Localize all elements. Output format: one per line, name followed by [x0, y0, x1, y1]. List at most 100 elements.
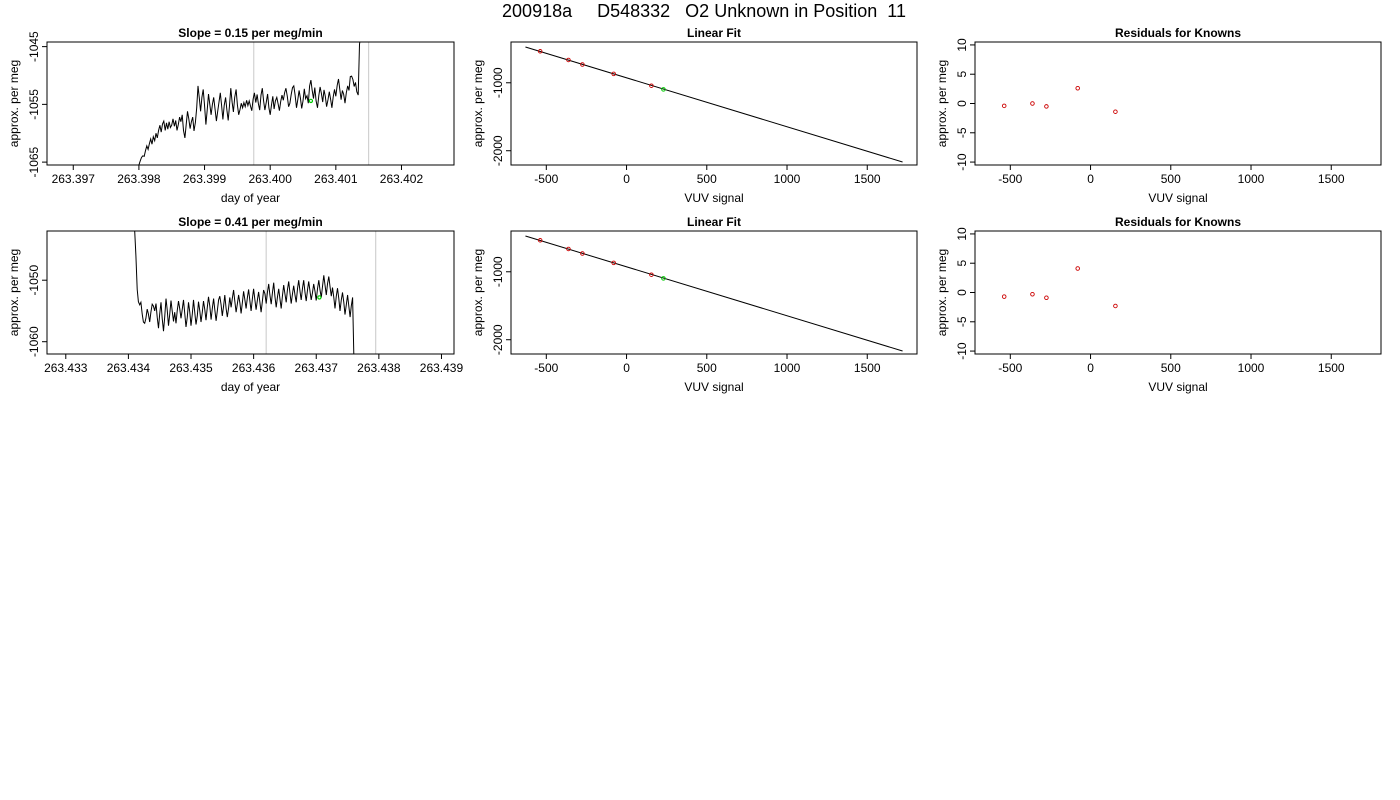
plot-area: [134, 231, 377, 354]
data-point: [649, 83, 654, 88]
y-tick-label: -1045: [27, 31, 41, 62]
data-point: [1001, 294, 1007, 299]
x-tick-label: 500: [697, 172, 717, 186]
y-tick-label: 10: [955, 227, 969, 241]
y-tick-label: 0: [955, 100, 969, 107]
x-tick-label: 263.400: [248, 172, 292, 186]
y-tick-label: 5: [955, 71, 969, 78]
x-tick-label: 263.435: [169, 361, 213, 375]
y-axis-label: approx. per meg: [935, 249, 949, 336]
y-axis-label: approx. per meg: [7, 60, 21, 147]
plot-frame: [974, 230, 1382, 355]
y-tick-label: 10: [955, 38, 969, 52]
x-tick-label: 0: [1087, 361, 1094, 375]
y-tick-label: -2000: [491, 324, 505, 355]
chart-panel-1: Slope = 0.15 per meg/min 263.397 263.398 26…: [7, 26, 455, 205]
series-line: [138, 42, 361, 165]
x-axis-label: VUV signal: [1148, 380, 1207, 394]
x-tick-label: 500: [1161, 172, 1181, 186]
data-point: [580, 251, 585, 256]
y-tick-label: -1000: [491, 67, 505, 98]
highlight-point: [317, 295, 322, 300]
x-tick-label: 263.433: [44, 361, 88, 375]
plot-area: [525, 46, 903, 163]
data-point: [1075, 266, 1080, 271]
x-tick-label: 500: [1161, 361, 1181, 375]
y-axis-label: approx. per meg: [471, 249, 485, 336]
chart-title: Slope = 0.15 per meg/min: [178, 26, 322, 40]
plot-frame: [510, 230, 918, 355]
y-axis-label: approx. per meg: [935, 60, 949, 147]
y-tick-label: -10: [955, 153, 969, 171]
data-point: [566, 57, 571, 63]
plot-frame: [46, 230, 455, 355]
x-tick-label: 0: [623, 361, 630, 375]
x-axis-label: day of year: [221, 380, 280, 394]
x-tick-label: 1500: [854, 172, 881, 186]
x-tick-label: 263.434: [107, 361, 151, 375]
data-point: [649, 272, 654, 277]
data-point: [1044, 295, 1049, 301]
x-tick-label: -500: [534, 172, 558, 186]
chart-title: Linear Fit: [687, 215, 741, 229]
y-tick-label: -5: [955, 316, 969, 327]
x-tick-label: 263.399: [183, 172, 227, 186]
x-tick-label: 0: [1087, 172, 1094, 186]
y-axis-label: approx. per meg: [471, 60, 485, 147]
data-point: [1075, 86, 1080, 91]
y-tick-label: -5: [955, 127, 969, 138]
y-axis-label: approx. per meg: [7, 249, 21, 336]
unknown-point: [661, 276, 666, 281]
fit-line: [525, 46, 903, 163]
x-tick-label: 1500: [1318, 361, 1345, 375]
series-line: [134, 231, 355, 354]
data-point: [580, 62, 585, 67]
data-point: [1113, 109, 1118, 114]
data-point: [1030, 292, 1035, 297]
data-point: [566, 246, 571, 252]
chart-title: Slope = 0.41 per meg/min: [178, 215, 322, 229]
y-tick-label: -1050: [27, 265, 41, 296]
y-tick-label: -2000: [491, 135, 505, 166]
x-tick-label: 1000: [774, 361, 801, 375]
x-tick-label: -500: [998, 172, 1022, 186]
x-tick-label: 1500: [1318, 172, 1345, 186]
data-point: [611, 260, 616, 266]
chart-title: Residuals for Knowns: [1115, 215, 1241, 229]
chart-title: Residuals for Knowns: [1115, 26, 1241, 40]
x-tick-label: 263.437: [295, 361, 339, 375]
chart-title: Linear Fit: [687, 26, 741, 40]
x-tick-label: 1000: [774, 172, 801, 186]
chart-panel-3: Residuals for Knowns -500 0 500 1000 1500 10 5 0…: [935, 26, 1382, 205]
x-tick-label: 263.436: [232, 361, 276, 375]
x-tick-label: 1000: [1238, 172, 1265, 186]
data-point: [537, 49, 543, 54]
chart-panel-5: Linear Fit -500 0 500 1000 1500 -1000 -2000 VUV …: [471, 215, 918, 394]
y-tick-label: -10: [955, 342, 969, 360]
plot-frame: [974, 41, 1382, 166]
y-tick-label: -1055: [27, 89, 41, 120]
plot-area: [1001, 86, 1118, 114]
y-tick-label: -1000: [491, 256, 505, 287]
chart-panel-2: Linear Fit -500 0 500 1000 1500 -1000 -2000 VUV …: [471, 26, 918, 205]
data-point: [537, 238, 543, 243]
x-axis-label: VUV signal: [684, 380, 743, 394]
data-point: [1044, 104, 1049, 109]
x-tick-label: 263.402: [380, 172, 424, 186]
plot-area: [138, 42, 370, 165]
x-tick-label: 500: [697, 361, 717, 375]
data-point: [1113, 303, 1118, 309]
chart-panel-6: Residuals for Knowns -500 0 500 1000 1500 10 5 0…: [935, 215, 1382, 394]
x-tick-label: -500: [998, 361, 1022, 375]
y-tick-label: 5: [955, 260, 969, 267]
x-tick-label: 263.401: [314, 172, 358, 186]
plot-area: [1001, 266, 1118, 309]
x-tick-label: 263.439: [420, 361, 464, 375]
chart-panel-4: Slope = 0.41 per meg/min 263.433 263.434 26…: [7, 215, 463, 394]
fit-line: [525, 235, 903, 352]
x-tick-label: -500: [534, 361, 558, 375]
x-axis-label: VUV signal: [684, 191, 743, 205]
data-point: [1001, 103, 1007, 109]
plot-area: [525, 235, 903, 352]
